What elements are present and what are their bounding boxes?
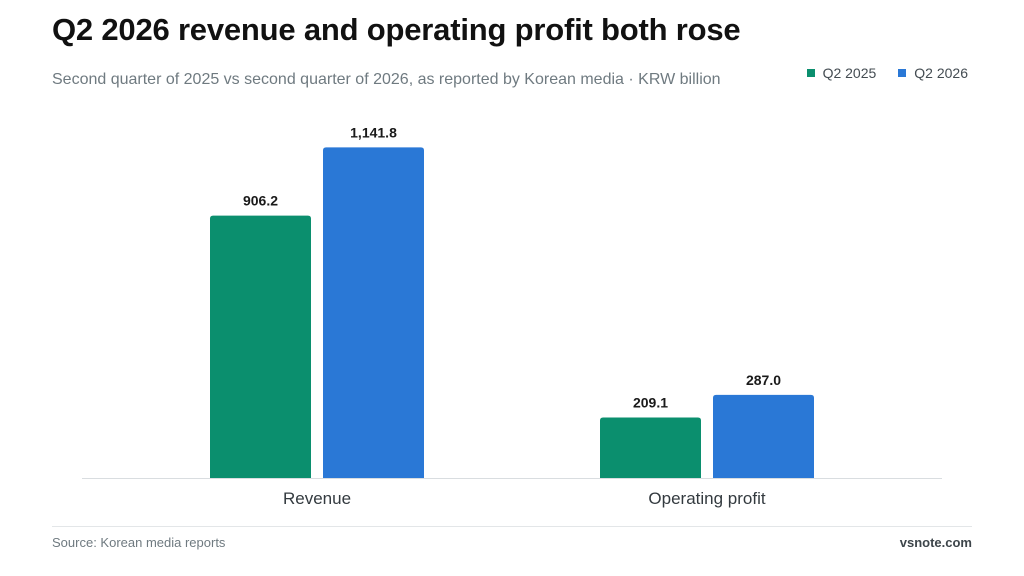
category-label-revenue: Revenue <box>283 489 351 508</box>
data-label-revenue-q2-2026: 1,141.8 <box>350 124 397 140</box>
chart-subtitle: Second quarter of 2025 vs second quarter… <box>52 71 721 88</box>
chart-title: Q2 2026 revenue and operating profit bot… <box>52 12 741 47</box>
legend: Q2 2025 Q2 2026 <box>806 65 968 81</box>
data-label-revenue-q2-2025: 906.2 <box>243 193 278 209</box>
legend-swatch-q2-2026 <box>898 69 907 77</box>
bar-operating-profit-q2-2026 <box>713 394 814 478</box>
source-note: Source: Korean media reports <box>52 535 226 550</box>
data-label-operating-profit-q2-2026: 287.0 <box>746 372 781 388</box>
bar-operating-profit-q2-2025 <box>600 417 701 478</box>
legend-item-q2-2025: Q2 2025 <box>806 65 877 81</box>
data-label-operating-profit-q2-2025: 209.1 <box>633 394 668 410</box>
legend-swatch-q2-2025 <box>806 69 815 77</box>
bar-revenue-q2-2026 <box>323 147 424 478</box>
legend-label-q2-2025: Q2 2025 <box>822 65 877 81</box>
legend-item-q2-2026: Q2 2026 <box>898 65 968 81</box>
bar-revenue-q2-2025 <box>210 215 311 478</box>
category-label-operating-profit: Operating profit <box>648 489 765 508</box>
brand-credit: vsnote.com <box>899 535 972 550</box>
footer-divider <box>52 526 972 527</box>
legend-label-q2-2026: Q2 2026 <box>914 65 968 81</box>
